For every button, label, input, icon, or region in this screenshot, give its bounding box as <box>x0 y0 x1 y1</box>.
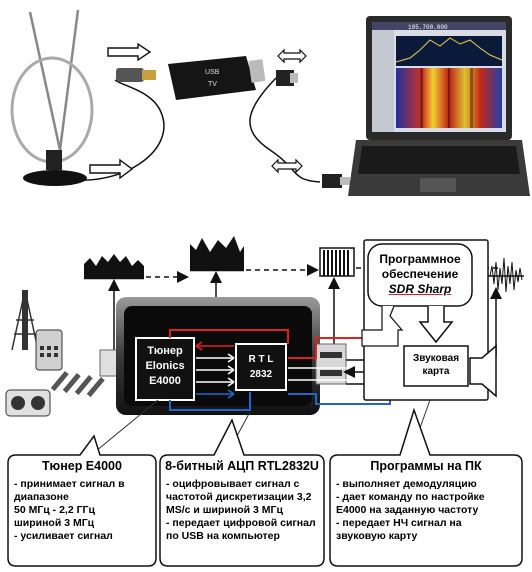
card-software-item: - передает НЧ сигнал на <box>336 517 462 529</box>
software-line-1: Программное <box>379 252 461 266</box>
laptop: 105.700.000 <box>348 16 530 196</box>
rtl-line-1: R T L <box>248 354 274 365</box>
card-tuner-title: Тюнер E4000 <box>42 459 122 473</box>
soundcard-line-2: карта <box>422 366 450 377</box>
usb-cable <box>249 77 321 183</box>
card-tuner-item: - принимает сигнал в <box>14 478 125 490</box>
tuner-chip <box>135 337 195 401</box>
soundcard-label: Звуковая карта <box>406 352 466 378</box>
card-software-item: - дает команду по настройке <box>336 491 485 503</box>
rf-spectrum-thumb <box>84 254 144 280</box>
coax-connector <box>116 68 156 82</box>
rtl-label: R T L 2832 <box>238 352 284 382</box>
tuner-label: Тюнер Elonics E4000 <box>138 344 192 389</box>
card-adc-list: - оцифровывает сигнал с частотой дискрет… <box>160 478 324 543</box>
digital-samples-thumb <box>319 247 355 277</box>
card-tuner-item: диапазоне <box>14 491 69 503</box>
emitters-illustration <box>5 289 105 417</box>
card-adc-item: MS/c и шириной 3 МГц <box>166 504 283 516</box>
laptop-freq-readout: 105.700.000 <box>408 24 448 31</box>
card-adc-item: по USB на компьютер <box>166 530 280 542</box>
card-adc-title: 8-битный АЦП RTL2832U <box>165 459 319 473</box>
card-software-item: звуковую карту <box>336 530 418 542</box>
double-arrow-usb-right <box>277 48 307 64</box>
dongle-label-usb: USB <box>205 69 220 76</box>
signal-flow-arrows <box>108 264 502 356</box>
card-tuner: Тюнер E4000 - принимает сигнал в диапазо… <box>8 455 156 566</box>
double-arrow-laptop <box>271 158 303 174</box>
card-software-list: - выполняет демодуляцию - дает команду п… <box>330 478 522 543</box>
card-software: Программы на ПК - выполняет демодуляцию … <box>330 455 522 566</box>
arrow-from-antenna <box>89 158 134 180</box>
if-spectrum-thumb <box>190 236 244 272</box>
card-software-title: Программы на ПК <box>370 459 482 473</box>
usb-extension-plug <box>276 70 298 86</box>
tuner-line-2: Elonics <box>145 360 185 372</box>
card-tuner-item: шириной 3 МГц <box>14 517 95 529</box>
pc-box <box>361 239 497 401</box>
usb-plug-laptop <box>322 174 350 188</box>
rtl-chip <box>235 343 287 391</box>
card-adc-item: - оцифровывает сигнал с <box>166 478 300 490</box>
audio-waveform-thumb <box>488 257 524 293</box>
card-adc: 8-битный АЦП RTL2832U - оцифровывает сиг… <box>160 455 324 566</box>
usb-tv-dongle: USB TV <box>168 56 266 100</box>
tuner-line-3: E4000 <box>149 375 181 387</box>
card-adc-item: частотой дискретизации 3,2 <box>166 491 312 503</box>
software-line-2: обеспечение <box>381 267 459 281</box>
software-label: Программное обеспечение SDR Sharp <box>370 252 470 297</box>
card-tuner-item: 50 МГц - 2,2 ГГц <box>14 504 95 516</box>
antenna-cable <box>59 79 165 181</box>
arrow-to-dongle <box>107 42 152 62</box>
card-software-item: E4000 на заданную частоту <box>336 504 479 516</box>
card-shapes <box>7 407 523 567</box>
card-adc-item: - передает цифровой сигнал <box>166 517 316 529</box>
antenna <box>10 9 94 186</box>
tuner-line-1: Тюнер <box>147 345 183 357</box>
soundcard-line-1: Звуковая <box>412 353 460 364</box>
rtl-line-2: 2832 <box>249 369 273 380</box>
card-tuner-item: - усиливает сигнал <box>14 530 113 542</box>
software-name: SDR Sharp <box>388 282 452 296</box>
dongle-label-tv: TV <box>208 81 217 88</box>
card-software-item: - выполняет демодуляцию <box>336 478 477 490</box>
card-tuner-list: - принимает сигнал в диапазоне 50 МГц - … <box>8 478 156 543</box>
